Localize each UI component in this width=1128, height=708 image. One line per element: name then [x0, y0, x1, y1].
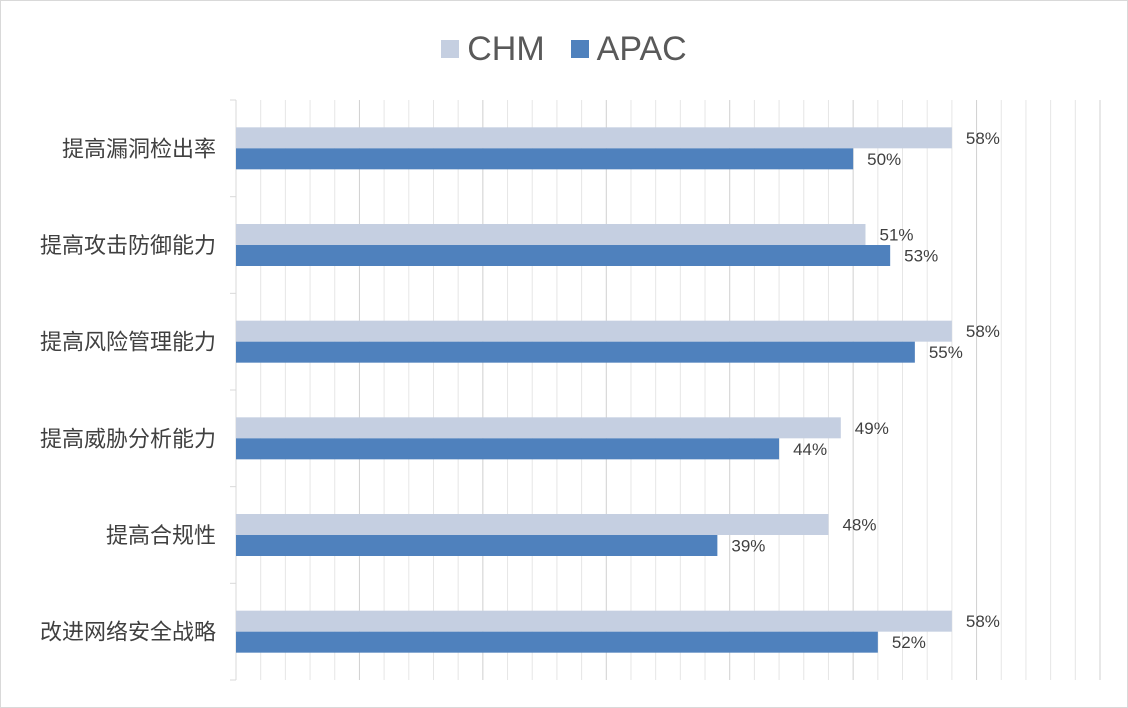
bar-apac	[236, 341, 915, 363]
bar-chm	[236, 224, 866, 245]
legend-item-chm: CHM	[441, 29, 545, 69]
bar-chm	[236, 514, 829, 535]
data-label-chm: 58%	[966, 129, 1000, 148]
bar-chm	[236, 610, 952, 632]
legend: CHM APAC	[0, 24, 1128, 74]
data-label-apac: 50%	[867, 150, 901, 169]
legend-swatch-apac	[570, 40, 589, 58]
data-label-apac: 53%	[904, 247, 938, 266]
category-label: 提高合规性	[106, 524, 216, 549]
category-label: 提高漏洞检出率	[62, 137, 216, 162]
data-label-apac: 44%	[793, 440, 827, 459]
bar-apac	[236, 245, 891, 266]
bar-apac	[236, 148, 854, 170]
data-label-chm: 51%	[879, 226, 913, 245]
category-label: 提高风险管理能力	[40, 331, 216, 356]
legend-label-apac: APAC	[596, 29, 687, 68]
bar-apac	[236, 535, 718, 556]
category-label: 改进网络安全战略	[40, 621, 216, 646]
bar-apac	[236, 438, 780, 460]
bar-chm	[236, 127, 952, 149]
category-label: 提高威胁分析能力	[40, 427, 216, 452]
data-label-chm: 58%	[966, 322, 1000, 341]
data-label-chm: 48%	[842, 516, 876, 535]
legend-item-apac: APAC	[570, 29, 687, 69]
data-label-apac: 55%	[929, 343, 963, 362]
data-label-chm: 49%	[855, 419, 889, 438]
category-label: 提高攻击防御能力	[40, 234, 216, 259]
bar-chm	[236, 320, 952, 342]
data-label-apac: 52%	[892, 633, 926, 652]
bar-chm	[236, 417, 841, 439]
legend-swatch-chm	[441, 40, 460, 58]
data-label-apac: 39%	[731, 537, 765, 556]
legend-label-chm: CHM	[467, 29, 545, 68]
data-label-chm: 58%	[966, 612, 1000, 631]
bar-apac	[236, 631, 878, 653]
